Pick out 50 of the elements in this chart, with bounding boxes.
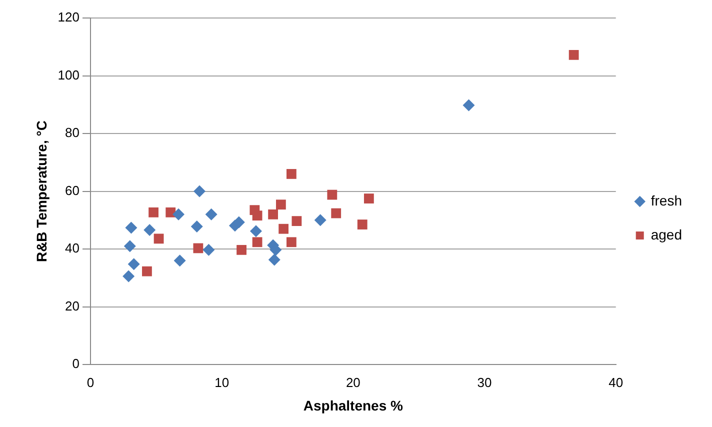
- point: [125, 222, 138, 234]
- point: [190, 220, 203, 233]
- point: [124, 240, 136, 252]
- point: [327, 190, 338, 200]
- point: [236, 244, 246, 255]
- y-tick-label: 40: [65, 240, 80, 256]
- y-tick-label: 60: [65, 182, 80, 198]
- point: [142, 266, 152, 276]
- legend-label: aged: [650, 226, 682, 242]
- x-tick-label: 20: [346, 374, 360, 390]
- point: [268, 209, 278, 220]
- point: [250, 225, 262, 238]
- legend-label: fresh: [650, 192, 682, 208]
- point: [166, 207, 176, 218]
- x-tick-label: 30: [477, 374, 492, 390]
- point: [276, 200, 286, 210]
- y-tick-label: 20: [65, 298, 80, 314]
- point: [252, 210, 262, 221]
- point: [268, 254, 280, 266]
- y-tick-label: 100: [58, 67, 80, 82]
- point: [568, 50, 579, 60]
- point: [144, 224, 156, 236]
- point: [148, 207, 158, 218]
- point: [364, 194, 374, 204]
- point: [122, 270, 135, 282]
- x-tick-label: 10: [214, 374, 230, 390]
- point: [193, 243, 204, 254]
- y-tick-label: 120: [58, 10, 80, 25]
- x-axis-title: Asphaltenes %: [303, 397, 404, 414]
- y-axis-title: R&B Temperature, °C: [33, 120, 50, 262]
- point: [128, 258, 140, 270]
- point: [154, 234, 164, 244]
- point: [286, 169, 296, 179]
- point: [172, 208, 184, 220]
- point: [357, 220, 368, 230]
- point: [278, 224, 289, 234]
- x-tick-label: 40: [608, 374, 624, 390]
- point: [194, 185, 206, 198]
- y-tick-label: 80: [65, 125, 80, 140]
- point: [202, 244, 215, 256]
- point: [462, 99, 475, 112]
- point: [314, 214, 326, 226]
- y-tick-label: 0: [72, 356, 80, 372]
- point: [292, 216, 302, 226]
- point: [205, 208, 218, 220]
- point: [331, 208, 342, 218]
- x-tick-label: 0: [86, 374, 94, 390]
- point: [252, 237, 262, 248]
- point: [174, 254, 186, 267]
- point: [286, 237, 296, 248]
